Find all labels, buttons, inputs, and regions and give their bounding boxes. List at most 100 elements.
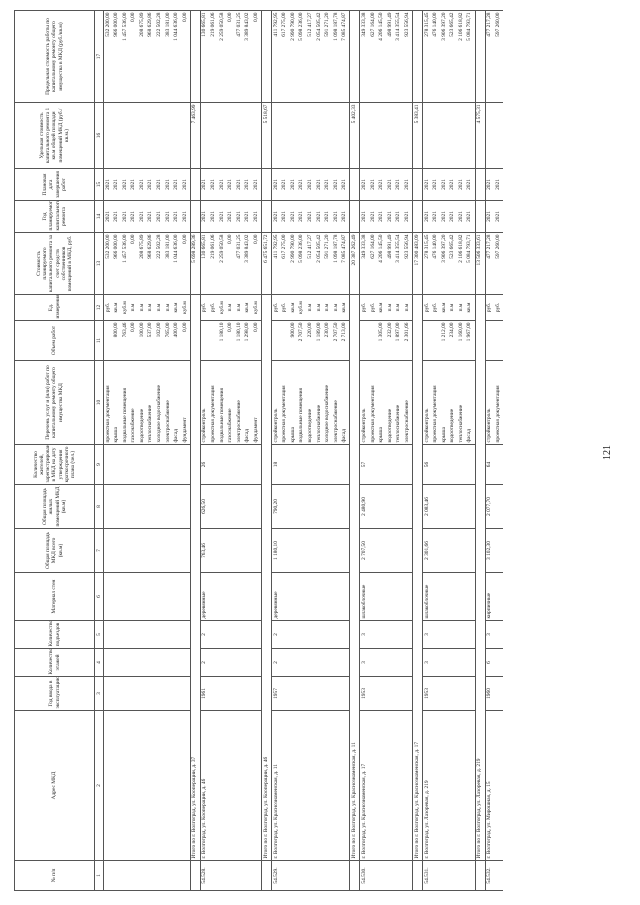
address bbox=[394, 710, 404, 861]
work-limit: 411 792,95 bbox=[271, 10, 281, 103]
cell bbox=[261, 168, 272, 201]
work-cost: 617 275,00 bbox=[280, 232, 290, 295]
work-year: 2021 bbox=[155, 200, 165, 233]
house-cell bbox=[431, 648, 441, 677]
total-label: Итого по г. Волгоград, ул. Краснознаменс… bbox=[349, 294, 360, 861]
house-cell bbox=[315, 860, 324, 891]
column-header: Год планируемого капитального ремонта bbox=[14, 200, 95, 233]
work-unit-cost bbox=[340, 102, 350, 169]
work-cost: 7 085 474,87 bbox=[340, 232, 350, 295]
house-cell: 2 707,50 bbox=[359, 528, 370, 573]
work-limit: 0,00 bbox=[181, 10, 191, 103]
house-cell bbox=[289, 444, 298, 485]
house-cell bbox=[457, 620, 466, 649]
work-unit: п.м bbox=[332, 294, 341, 321]
house-cell bbox=[448, 528, 458, 573]
work-unit-cost bbox=[386, 102, 395, 169]
work-year: 2021 bbox=[129, 200, 139, 233]
work-unit: кв.м bbox=[377, 294, 387, 321]
house-cell bbox=[155, 620, 165, 649]
work-volume: 1 897,00 bbox=[394, 320, 404, 361]
cell bbox=[261, 200, 272, 233]
work-unit: п.м bbox=[457, 294, 466, 321]
house-cell: 1960 bbox=[485, 676, 495, 711]
house-cell: 1953 bbox=[422, 676, 432, 711]
house-cell bbox=[280, 572, 290, 621]
total-row: Итого по г. Волгоград, ул. Лазоревая, д.… bbox=[475, 10, 486, 891]
total-cost: 5 698 289,36 bbox=[190, 232, 201, 295]
work-unit: руб. bbox=[494, 294, 503, 321]
work-unit-cost bbox=[403, 102, 413, 169]
work-name: водоотведение bbox=[306, 360, 316, 445]
column-number: 1 bbox=[94, 860, 104, 891]
house-cell bbox=[377, 676, 387, 711]
work-limit: 477 217,28 bbox=[485, 10, 495, 103]
work-year: 2021 bbox=[440, 200, 449, 233]
house-cell bbox=[289, 528, 298, 573]
house-cell bbox=[315, 572, 324, 621]
work-year: 2021 bbox=[103, 200, 113, 233]
house-cell bbox=[306, 676, 316, 711]
column-number: 17 bbox=[94, 10, 104, 103]
work-unit: кв.м bbox=[440, 294, 449, 321]
house-cell bbox=[209, 444, 219, 485]
house-cell bbox=[457, 572, 466, 621]
work-end: 2021 bbox=[218, 168, 227, 201]
address bbox=[280, 710, 290, 861]
house-cell bbox=[457, 676, 466, 711]
cell bbox=[349, 168, 360, 201]
work-volume: 0,00 bbox=[226, 320, 236, 361]
work-end: 2021 bbox=[323, 168, 333, 201]
house-cell: 2 077,70 bbox=[485, 484, 495, 529]
house-cell bbox=[235, 676, 244, 711]
column-number: 15 bbox=[94, 168, 104, 201]
total-unit-cost: 4 575,31 bbox=[475, 102, 486, 169]
work-limit: 498 991,49 bbox=[386, 10, 395, 103]
house-cell bbox=[297, 572, 307, 621]
work-row: фасад 1 298,00 кв.м 3 389 843,02 2021 2021 3 3… bbox=[243, 10, 253, 891]
address bbox=[494, 710, 503, 861]
column-header: Плановая дата завершения работ bbox=[14, 168, 95, 201]
work-unit: п.м bbox=[235, 294, 244, 321]
house-cell bbox=[280, 676, 290, 711]
cell bbox=[475, 200, 486, 233]
house-cell bbox=[457, 860, 466, 891]
address bbox=[164, 710, 173, 861]
column-number: 6 bbox=[94, 572, 104, 621]
total-label: Итого по г. Волгоград, ул. Кооперации, д… bbox=[190, 294, 201, 861]
house-cell bbox=[103, 648, 113, 677]
house-cell bbox=[369, 648, 378, 677]
address bbox=[138, 710, 147, 861]
house-cell bbox=[252, 860, 262, 891]
work-unit: куб.м bbox=[181, 294, 191, 321]
address bbox=[252, 710, 262, 861]
house-cell: 3 bbox=[485, 620, 495, 649]
work-unit: п.м bbox=[138, 294, 147, 321]
house-cell bbox=[181, 528, 191, 573]
house-cell bbox=[306, 860, 316, 891]
column-header: Предельная стоимость работы по капитальн… bbox=[14, 10, 95, 103]
house-cell bbox=[448, 676, 458, 711]
house-cell: 763,46 bbox=[200, 528, 210, 573]
work-end: 2021 bbox=[155, 168, 165, 201]
work-unit: п.м bbox=[394, 294, 404, 321]
work-end: 2021 bbox=[377, 168, 387, 201]
work-year: 2021 bbox=[494, 200, 503, 233]
house-cell: 1961 bbox=[200, 676, 210, 711]
address bbox=[403, 710, 413, 861]
work-cost: 208 675,89 bbox=[138, 232, 147, 295]
cell bbox=[190, 168, 201, 201]
work-volume: 1 305,00 bbox=[377, 320, 387, 361]
work-unit: кв.м bbox=[289, 294, 298, 321]
house-cell: кирпичные bbox=[485, 572, 495, 621]
house-cell bbox=[129, 860, 139, 891]
house-cell bbox=[218, 528, 227, 573]
house-cell: 3 bbox=[359, 620, 370, 649]
work-name: стройконтроль bbox=[485, 360, 495, 445]
work-limit: 130 665,81 bbox=[200, 10, 210, 103]
work-year: 2021 bbox=[252, 200, 262, 233]
house-cell bbox=[332, 444, 341, 485]
house-cell bbox=[340, 528, 350, 573]
house-cell bbox=[164, 620, 173, 649]
work-limit: 2 054 505,42 bbox=[315, 10, 324, 103]
